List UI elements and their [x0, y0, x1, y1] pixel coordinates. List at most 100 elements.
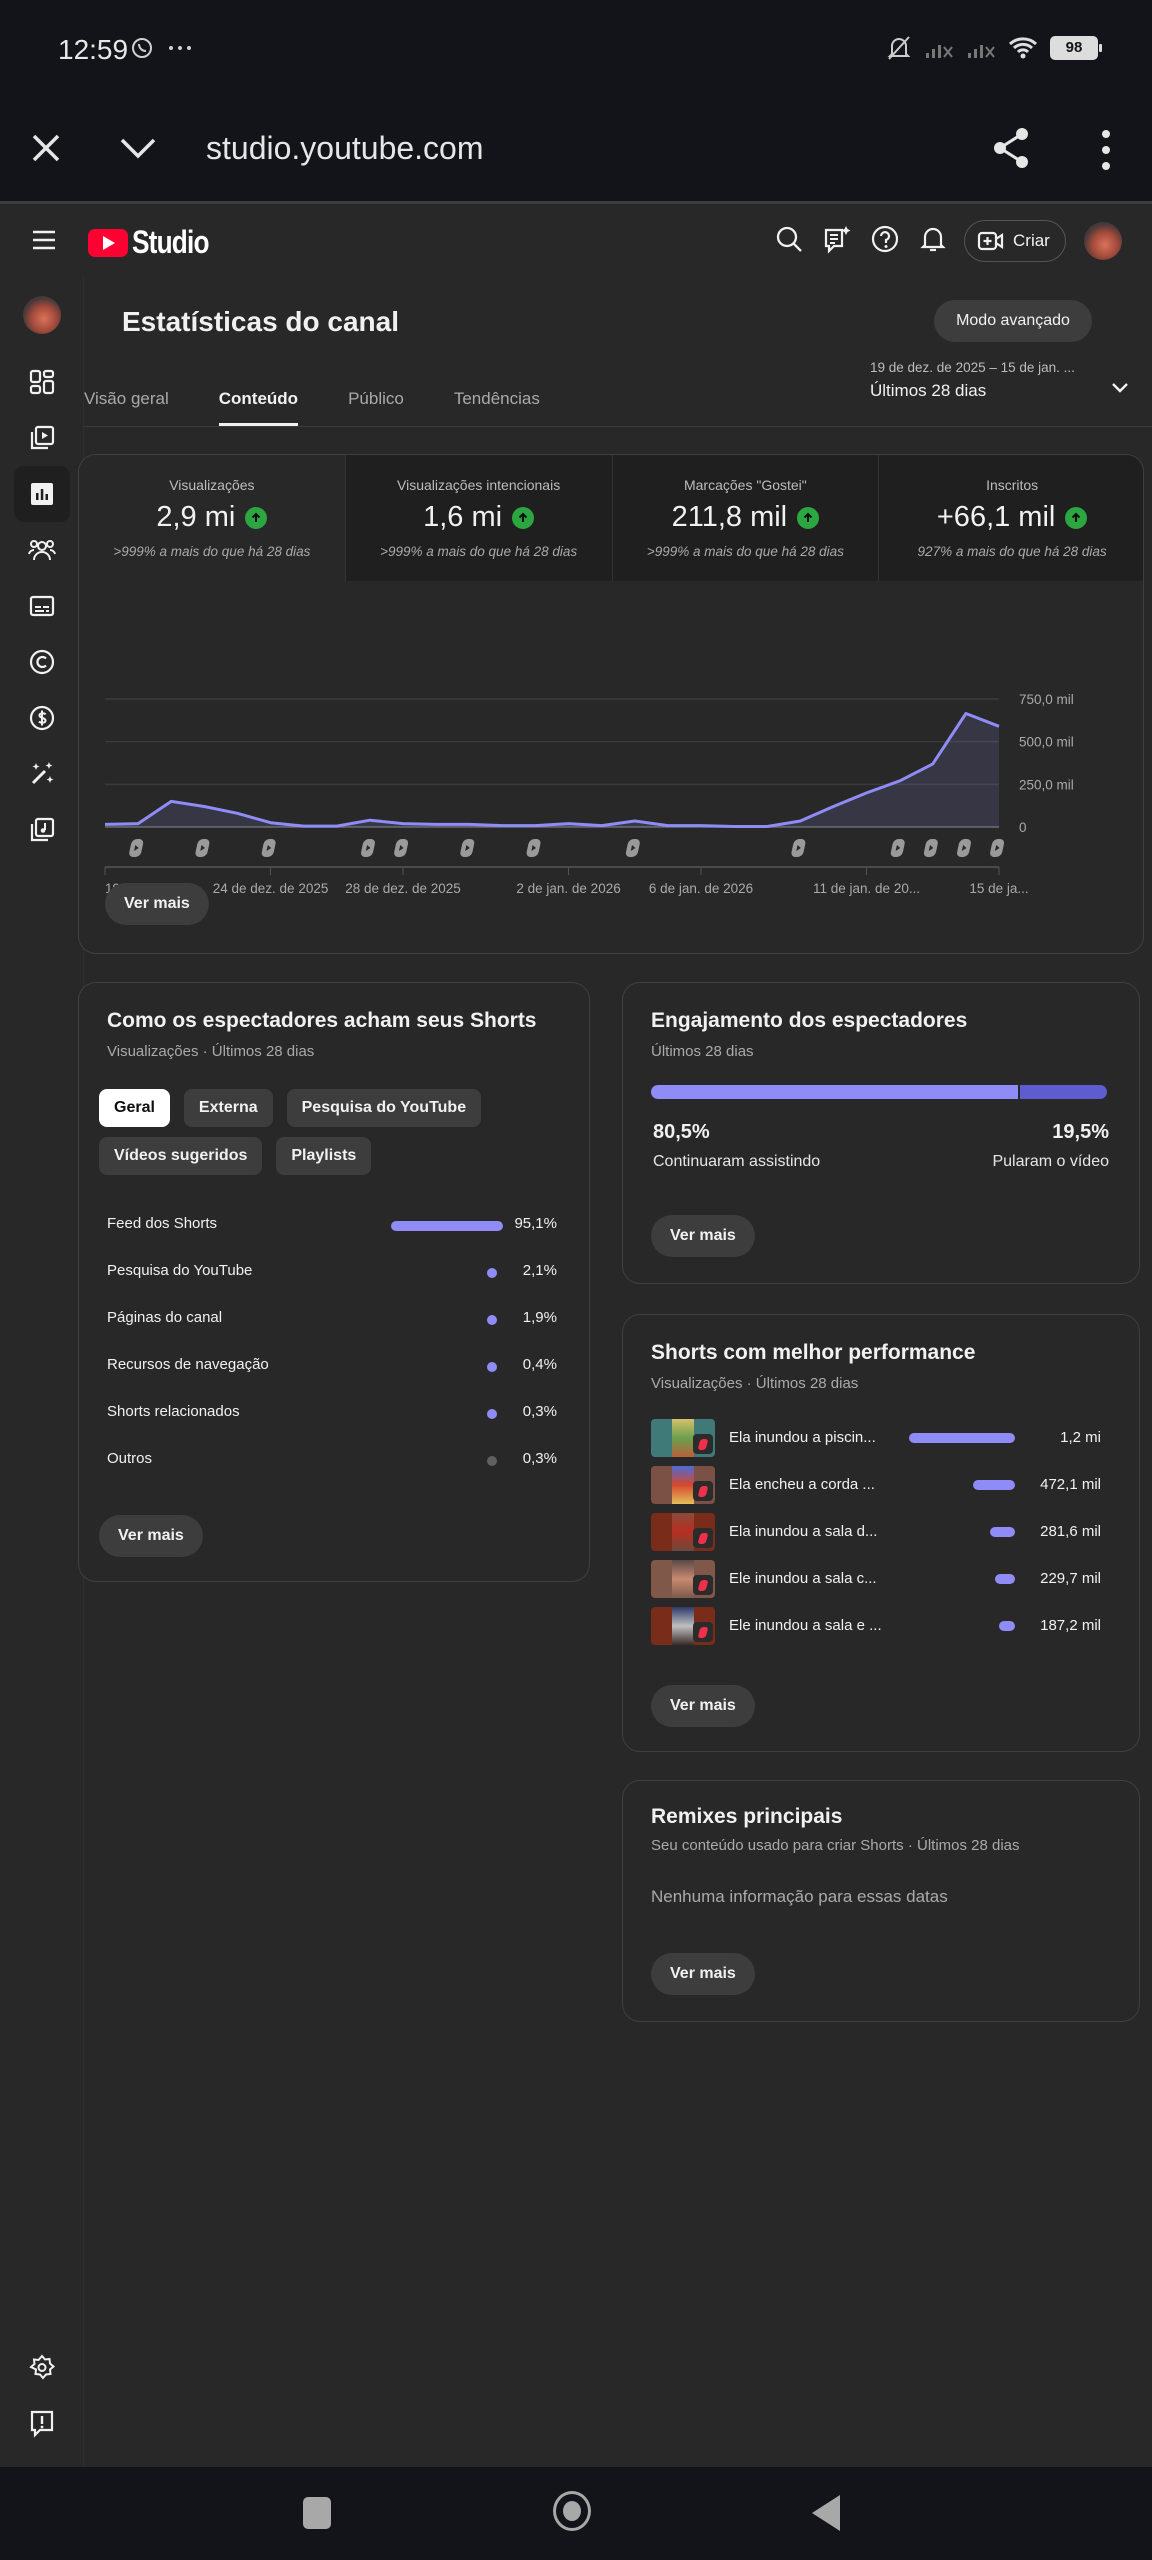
metric-tabs: Visualizações 2,9 mi >999% a mais do que…	[79, 455, 1143, 581]
sidebar-item-dashboard[interactable]	[14, 354, 70, 410]
list-item[interactable]: Ele inundou a sala c... 229,7 mil	[651, 1560, 1101, 1600]
shorts-marker-icon[interactable]	[890, 839, 906, 857]
sidebar-item-content[interactable]	[14, 410, 70, 466]
kebab-menu-icon[interactable]	[1094, 128, 1118, 172]
shorts-marker-icon[interactable]	[360, 839, 376, 857]
tab-overview[interactable]: Visão geral	[84, 389, 169, 408]
tab-bar: Visão geral Conteúdo Público Tendências	[84, 384, 590, 434]
status-bar: 12:59 98	[0, 0, 1152, 100]
card-subtitle: Seu conteúdo usado para criar Shorts · Ú…	[651, 1837, 1020, 1854]
sidebar-item-monetization[interactable]	[14, 690, 70, 746]
feedback-icon[interactable]	[27, 2408, 57, 2438]
shorts-marker-icon[interactable]	[261, 839, 277, 857]
chevron-down-icon[interactable]	[118, 130, 158, 166]
card-subtitle: Últimos 28 dias	[651, 1043, 754, 1060]
sidebar-item-copyright[interactable]	[14, 634, 70, 690]
see-more-button[interactable]: Ver mais	[651, 1953, 755, 1995]
help-icon[interactable]	[870, 224, 900, 254]
shorts-marker-icon[interactable]	[791, 839, 807, 857]
see-more-button[interactable]: Ver mais	[105, 883, 209, 925]
chip-suggested-videos[interactable]: Vídeos sugeridos	[99, 1137, 263, 1175]
sidebar-item-analytics[interactable]	[14, 466, 70, 522]
engagement-card: Engajamento dos espectadores Últimos 28 …	[622, 982, 1140, 1284]
share-icon[interactable]	[990, 126, 1032, 170]
avatar[interactable]	[1084, 222, 1122, 260]
list-item[interactable]: Ela inundou a sala d... 281,6 mil	[651, 1513, 1101, 1553]
source-dot	[487, 1456, 497, 1466]
close-icon[interactable]	[28, 130, 64, 166]
shorts-marker-icon[interactable]	[526, 839, 542, 857]
feedback-sparkle-icon[interactable]	[822, 224, 852, 254]
swiped-percent: 19,5%	[1052, 1121, 1109, 1143]
svg-text:15 de ja...: 15 de ja...	[969, 881, 1028, 896]
tab-content[interactable]: Conteúdo	[218, 384, 299, 434]
source-filter-chips: Geral Externa Pesquisa do YouTube Vídeos…	[99, 1089, 579, 1175]
views-bar	[973, 1480, 1015, 1490]
channel-avatar[interactable]	[23, 296, 61, 334]
views-bar	[999, 1621, 1015, 1631]
shorts-marker-icon[interactable]	[989, 839, 1005, 857]
video-library-icon	[30, 425, 55, 450]
url-text[interactable]: studio.youtube.com	[206, 130, 484, 166]
shorts-marker-icon[interactable]	[956, 839, 972, 857]
sidebar-item-subtitles[interactable]	[14, 578, 70, 634]
date-range-picker[interactable]: 19 de dez. de 2025 – 15 de jan. ... Últi…	[870, 360, 1075, 401]
list-item[interactable]: Ela inundou a piscin... 1,2 mi	[651, 1419, 1101, 1459]
metric-views[interactable]: Visualizações 2,9 mi >999% a mais do que…	[79, 455, 346, 581]
source-dot	[487, 1409, 497, 1419]
sidebar	[0, 276, 84, 2466]
shorts-marker-icon[interactable]	[625, 839, 641, 857]
metric-engaged-views[interactable]: Visualizações intencionais 1,6 mi >999% …	[345, 455, 613, 581]
more-dots-icon	[169, 46, 191, 50]
bell-icon[interactable]	[918, 224, 948, 254]
svg-text:750,0 mil: 750,0 mil	[1019, 692, 1074, 707]
svg-text:11 de jan. de 20...: 11 de jan. de 20...	[813, 881, 920, 896]
sidebar-item-customization[interactable]	[14, 746, 70, 802]
recents-button[interactable]	[303, 2497, 331, 2529]
chevron-down-icon[interactable]	[1110, 380, 1130, 396]
list-item[interactable]: Ele inundou a sala e ... 187,2 mil	[651, 1607, 1101, 1647]
shorts-marker-icon[interactable]	[459, 839, 475, 857]
see-more-button[interactable]: Ver mais	[651, 1215, 755, 1257]
source-dot	[487, 1268, 497, 1278]
search-icon[interactable]	[774, 224, 804, 254]
chip-overall[interactable]: Geral	[99, 1089, 170, 1127]
tab-audience[interactable]: Público	[348, 389, 404, 408]
back-button[interactable]	[812, 2495, 840, 2531]
tab-trends[interactable]: Tendências	[453, 389, 540, 408]
short-thumbnail	[651, 1513, 715, 1551]
swiped-segment	[1018, 1085, 1107, 1099]
metric-subscribers[interactable]: Inscritos +66,1 mil 927% a mais do que h…	[879, 455, 1143, 581]
shorts-marker-icon[interactable]	[128, 839, 144, 857]
sidebar-item-community[interactable]	[14, 522, 70, 578]
create-button[interactable]: Criar	[964, 220, 1066, 262]
chip-youtube-search[interactable]: Pesquisa do YouTube	[286, 1089, 482, 1127]
list-item[interactable]: Ela encheu a corda ... 472,1 mil	[651, 1466, 1101, 1506]
sidebar-item-audio-library[interactable]	[14, 802, 70, 858]
studio-header: Studio Criar	[0, 204, 1152, 276]
chip-playlists[interactable]: Playlists	[276, 1137, 372, 1175]
chip-external[interactable]: Externa	[183, 1089, 273, 1127]
gear-icon[interactable]	[27, 2353, 57, 2383]
advanced-mode-button[interactable]: Modo avançado	[934, 300, 1092, 342]
short-thumbnail	[651, 1466, 715, 1504]
studio-logo[interactable]: Studio	[88, 224, 226, 261]
empty-state-text: Nenhuma informação para essas datas	[651, 1887, 948, 1906]
stayed-percent: 80,5%	[653, 1121, 710, 1143]
wifi-icon	[1008, 37, 1038, 59]
see-more-button[interactable]: Ver mais	[99, 1515, 203, 1557]
metric-likes[interactable]: Marcações "Gostei" 211,8 mil >999% a mai…	[612, 455, 880, 581]
home-button[interactable]	[553, 2491, 591, 2531]
short-thumbnail	[651, 1560, 715, 1598]
subtitles-icon	[29, 595, 55, 617]
shorts-marker-icon[interactable]	[195, 839, 211, 857]
see-more-button[interactable]: Ver mais	[651, 1685, 755, 1727]
shorts-marker-icon[interactable]	[923, 839, 939, 857]
svg-text:28 de dez. de 2025: 28 de dez. de 2025	[345, 881, 461, 896]
svg-text:500,0 mil: 500,0 mil	[1019, 735, 1074, 750]
shorts-marker-icon[interactable]	[393, 839, 409, 857]
menu-icon[interactable]	[30, 226, 58, 254]
shorts-icon	[693, 1575, 713, 1595]
card-title: Remixes principais	[651, 1805, 843, 1828]
